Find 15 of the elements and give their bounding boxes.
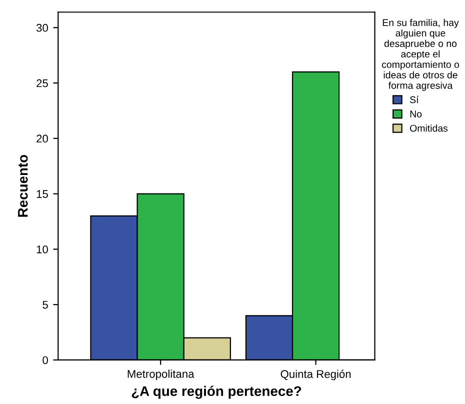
y-tick-label: 15 <box>36 190 48 198</box>
x-tick-label: Quinta Región <box>280 370 351 380</box>
legend-label: Sí <box>410 96 419 104</box>
y-axis-title: Recuento <box>18 154 28 217</box>
y-tick-label: 25 <box>36 79 48 88</box>
y-tick-label: 20 <box>36 134 48 143</box>
y-tick-label: 10 <box>36 245 48 254</box>
legend-title: En su familia, hay alguien que desapruebe o no acepte el comportamiento o ideas de otros de forma agresiva <box>382 18 460 91</box>
x-tick-label: Metropolitana <box>128 370 194 380</box>
x-axis-title: ¿A que región pertenece? <box>132 386 302 399</box>
y-tick-label: 30 <box>36 24 48 32</box>
y-tick-label: 5 <box>42 300 48 309</box>
y-tick-label: 0 <box>42 356 48 364</box>
legend-label: No <box>410 110 422 118</box>
legend-label: Omitidas <box>410 124 448 132</box>
